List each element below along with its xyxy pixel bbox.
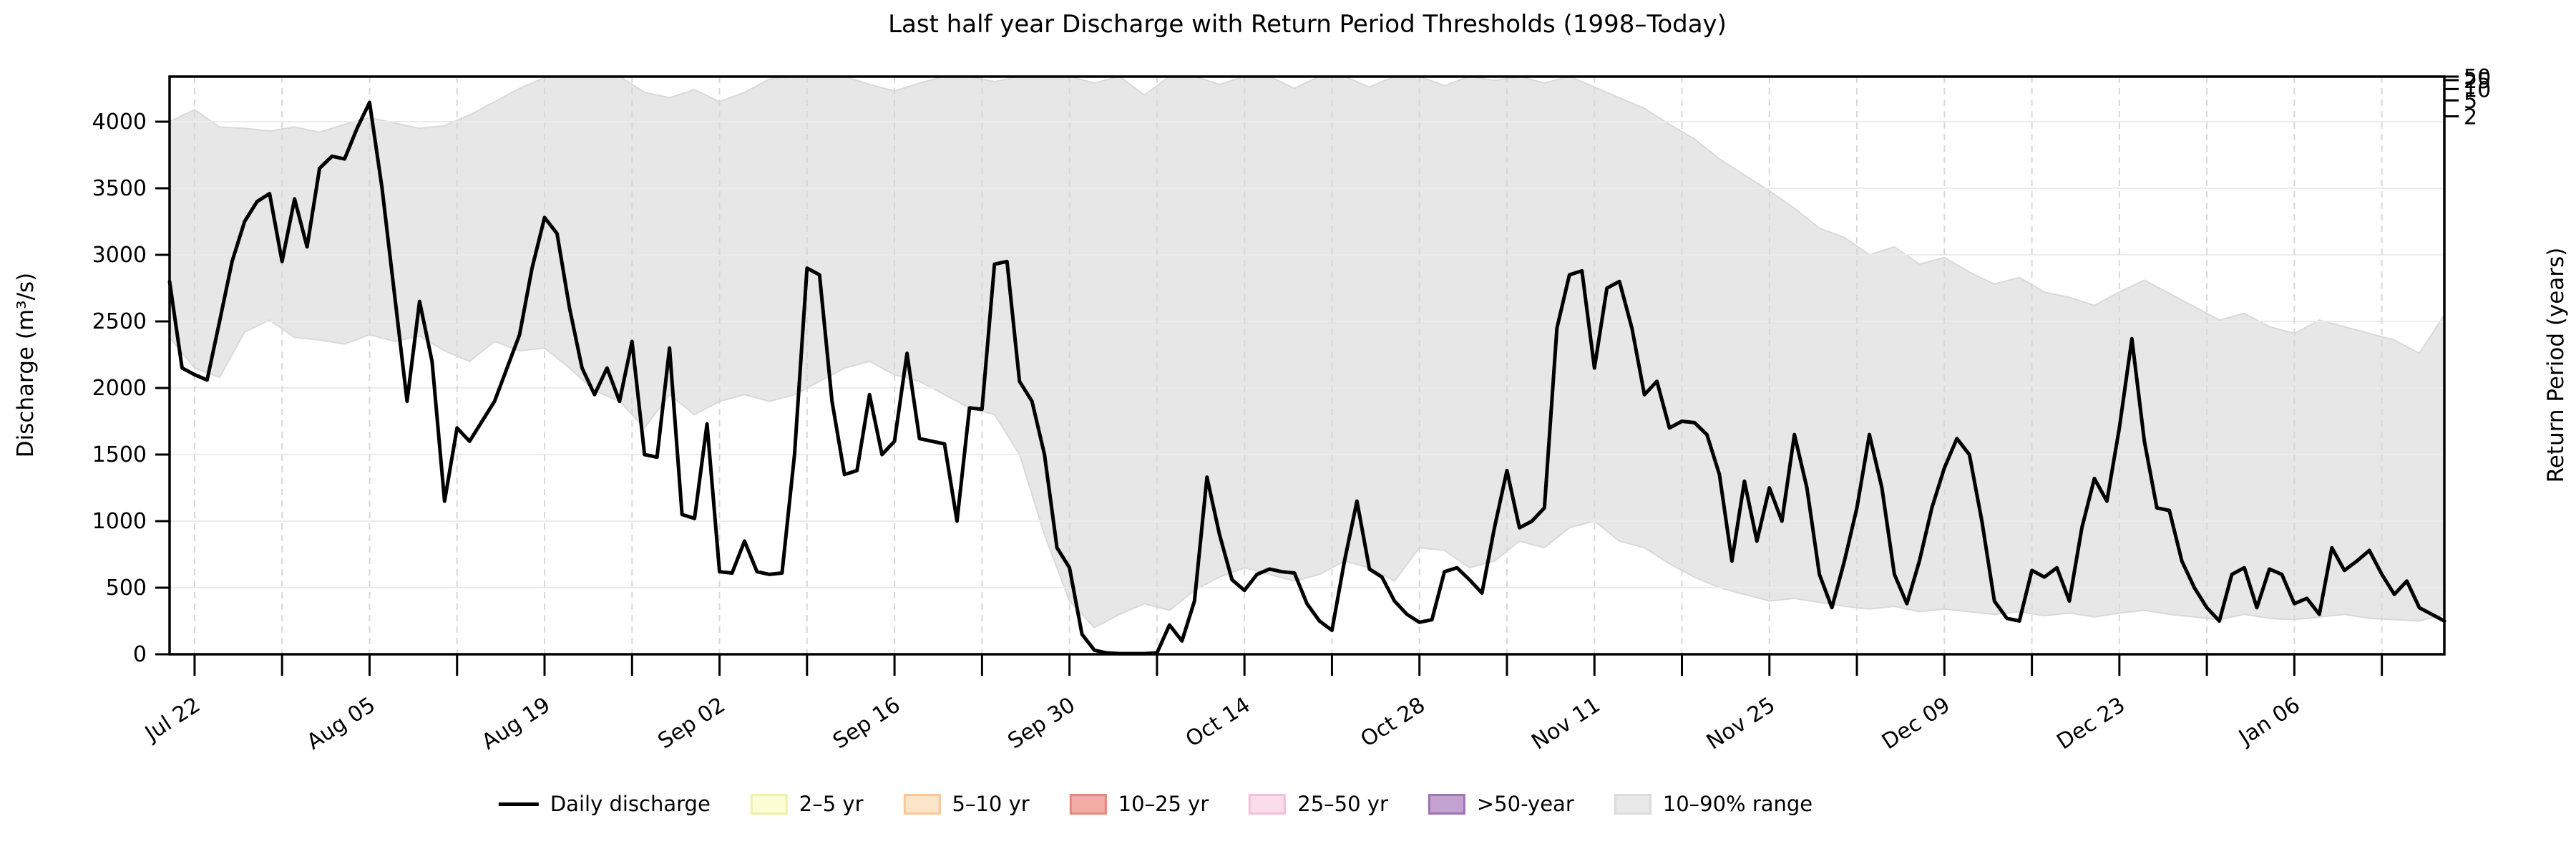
y-axis-label-return-period: Return Period (years) [2543, 247, 2569, 483]
y-tick-label: 3000 [92, 243, 147, 268]
legend-label: 10–90% range [1662, 792, 1813, 816]
x-tick-label: Jan 06 [2233, 692, 2305, 751]
legend-label: 2–5 yr [799, 792, 864, 816]
legend-patch-swatch [750, 793, 788, 815]
legend-item: 2–5 yr [750, 792, 864, 816]
daily-discharge-line [167, 100, 2446, 656]
x-tick-label: Aug 19 [477, 692, 555, 754]
legend-item: Daily discharge [498, 792, 711, 816]
y-tick-label: 3500 [92, 176, 147, 201]
return-period-tick-label: 10 [2464, 77, 2491, 102]
x-tick-label: Dec 23 [2052, 692, 2129, 754]
return-period-tick-label: 25 [2464, 69, 2491, 94]
chart-title: Last half year Discharge with Return Per… [888, 10, 1727, 39]
x-tick-label: Aug 05 [303, 692, 380, 754]
legend-label: 10–25 yr [1118, 792, 1209, 816]
y-tick-label: 1000 [92, 509, 147, 534]
x-tick-label: Dec 09 [1878, 692, 1955, 754]
legend-item: 10–25 yr [1069, 792, 1209, 816]
legend-label: 5–10 yr [952, 792, 1030, 816]
return-period-tick-label: 5 [2464, 89, 2477, 114]
x-tick-label: Oct 28 [1356, 692, 1430, 752]
y-tick-label: 1500 [92, 442, 147, 467]
legend-item: 5–10 yr [903, 792, 1030, 816]
legend-patch-swatch [903, 793, 941, 815]
x-tick-label: Nov 25 [1702, 692, 1780, 754]
y-tick-label: 2000 [92, 376, 147, 401]
x-tick-label: Sep 16 [829, 692, 905, 754]
legend-item: >50-year [1428, 792, 1574, 816]
legend-patch-swatch [1614, 793, 1652, 815]
legend-label: 25–50 yr [1297, 792, 1388, 816]
legend-patch-swatch [1428, 793, 1465, 815]
y-tick-label: 2500 [92, 309, 147, 334]
legend-item: 25–50 yr [1249, 792, 1388, 816]
y-tick-label: 0 [133, 642, 147, 667]
x-tick-label: Sep 30 [1003, 692, 1080, 754]
y-tick-label: 500 [106, 576, 147, 601]
legend-label: >50-year [1476, 792, 1574, 816]
x-tick-label: Oct 14 [1181, 692, 1255, 752]
return-period-tick-label: 2 [2464, 105, 2477, 130]
x-tick-label: Sep 02 [653, 692, 730, 754]
legend: Daily discharge 2–5 yr 5–10 yr 10–25 yr 25–5… [498, 792, 1813, 816]
legend-patch-swatch [1249, 793, 1287, 815]
legend-patch-swatch [1069, 793, 1107, 815]
axes-spines [168, 75, 2446, 656]
y-tick-label: 4000 [92, 110, 147, 135]
x-tick-label: Jul 22 [140, 692, 205, 747]
legend-label: Daily discharge [550, 792, 711, 816]
percentile-band-10-90 [169, 75, 2445, 629]
return-period-tick-label: 50 [2464, 65, 2491, 90]
x-tick-label: Nov 11 [1527, 692, 1604, 754]
legend-line-swatch [498, 802, 539, 806]
y-axis-label-discharge: Discharge (m³/s) [13, 272, 39, 458]
legend-item: 10–90% range [1614, 792, 1813, 816]
